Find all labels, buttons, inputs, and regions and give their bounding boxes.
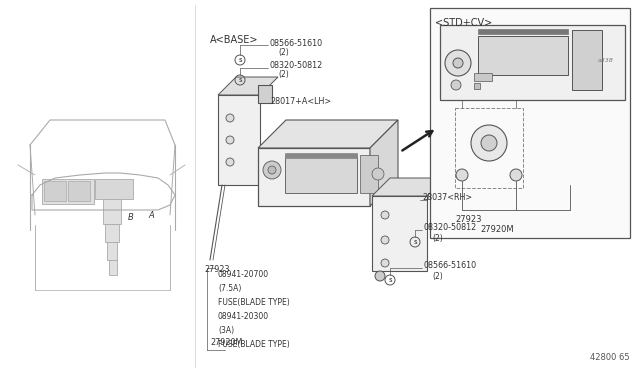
Text: 08941-20700: 08941-20700 (218, 270, 269, 279)
Text: 08320-50812: 08320-50812 (424, 224, 477, 232)
Bar (42, 179, 94, 204)
Bar (218, 95, 260, 185)
Bar (103, 199, 121, 224)
Text: 27923: 27923 (204, 265, 230, 274)
Text: 08566-51610: 08566-51610 (424, 262, 477, 270)
Text: (2): (2) (278, 71, 289, 80)
Bar (105, 224, 119, 242)
Bar (109, 260, 117, 275)
Text: 08320-50812: 08320-50812 (270, 61, 323, 71)
Bar (572, 30, 602, 90)
Text: 27923: 27923 (455, 215, 481, 224)
Circle shape (381, 211, 389, 219)
Bar (474, 73, 492, 81)
Polygon shape (372, 178, 445, 196)
Text: 27920M: 27920M (480, 225, 514, 234)
Circle shape (268, 166, 276, 174)
Text: FUSE(BLADE TYPE): FUSE(BLADE TYPE) (218, 340, 290, 349)
Circle shape (510, 169, 522, 181)
Text: (2): (2) (432, 272, 443, 280)
Circle shape (381, 236, 389, 244)
Bar (285, 153, 357, 158)
Circle shape (445, 50, 471, 76)
Polygon shape (370, 120, 398, 206)
Text: S: S (413, 240, 417, 244)
Text: A: A (148, 211, 154, 219)
Circle shape (372, 168, 384, 180)
Circle shape (381, 259, 389, 267)
Text: (3A): (3A) (218, 326, 234, 335)
Text: 28037<RH>: 28037<RH> (422, 192, 472, 202)
Bar (478, 29, 568, 34)
Text: (2): (2) (432, 234, 443, 243)
Text: S: S (238, 77, 242, 83)
Bar (430, 8, 630, 238)
Polygon shape (218, 77, 278, 95)
Circle shape (226, 114, 234, 122)
Bar (285, 155, 357, 193)
Bar (258, 85, 272, 103)
Text: (2): (2) (278, 48, 289, 57)
Text: 28017+A<LH>: 28017+A<LH> (270, 96, 331, 106)
Text: S: S (388, 278, 392, 282)
Text: 27920M: 27920M (210, 338, 243, 347)
Circle shape (471, 125, 507, 161)
Bar (44, 181, 66, 201)
Bar (68, 181, 90, 201)
Text: B: B (128, 214, 134, 222)
Circle shape (375, 271, 385, 281)
Text: A<BASE>: A<BASE> (210, 35, 259, 45)
Circle shape (226, 158, 234, 166)
Bar (107, 242, 117, 260)
Bar (360, 155, 378, 193)
Text: a338: a338 (598, 58, 614, 62)
Circle shape (481, 135, 497, 151)
Text: 08566-51610: 08566-51610 (270, 38, 323, 48)
Text: 42800 65: 42800 65 (590, 353, 630, 362)
Bar (455, 108, 523, 188)
Bar (258, 148, 370, 206)
Text: (7.5A): (7.5A) (218, 284, 241, 293)
Bar (95, 179, 133, 199)
Text: <STD+CV>: <STD+CV> (435, 18, 492, 28)
Circle shape (451, 80, 461, 90)
Text: S: S (238, 58, 242, 62)
Bar (478, 36, 568, 75)
Bar (372, 196, 427, 271)
Text: 08941-20300: 08941-20300 (218, 312, 269, 321)
Polygon shape (258, 120, 398, 148)
Circle shape (263, 161, 281, 179)
Circle shape (456, 169, 468, 181)
Circle shape (453, 58, 463, 68)
Bar (474, 83, 480, 89)
Circle shape (226, 136, 234, 144)
Bar (440, 25, 625, 100)
Text: FUSE(BLADE TYPE): FUSE(BLADE TYPE) (218, 298, 290, 307)
